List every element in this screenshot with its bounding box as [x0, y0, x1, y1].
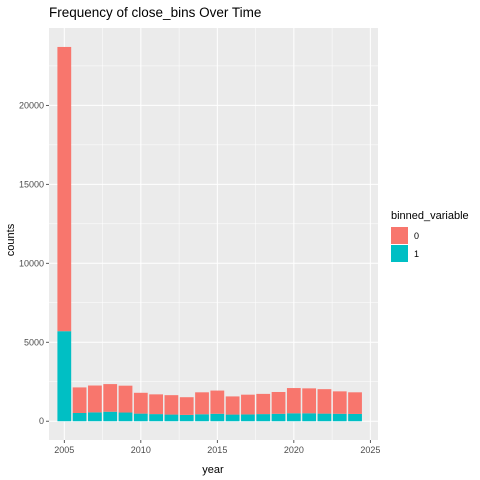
bar-segment-series-1: [57, 331, 72, 422]
bar-segment-series-1: [317, 413, 332, 422]
bar-segment-series-0: [164, 395, 179, 415]
legend-key-0: [391, 227, 408, 244]
x-tick-label: 2015: [207, 445, 227, 455]
bar-segment-series-1: [286, 413, 301, 422]
bar-segment-series-0: [57, 46, 72, 332]
bar-segment-series-0: [225, 396, 240, 415]
bar-segment-series-1: [225, 414, 240, 422]
bar-segment-series-0: [72, 387, 87, 413]
bar-segment-series-1: [195, 414, 209, 422]
legend-title: binned_variable: [391, 210, 469, 222]
y-tick-label: 5000: [24, 337, 44, 347]
bar-segment-series-1: [88, 412, 102, 422]
bar-segment-series-0: [302, 388, 317, 414]
y-tick-label: 15000: [19, 179, 44, 189]
bar-segment-series-1: [149, 414, 164, 422]
legend-key-1: [391, 245, 408, 262]
bar-segment-series-0: [286, 388, 301, 414]
bar-segment-series-1: [256, 414, 271, 422]
x-tick-label: 2025: [360, 445, 380, 455]
minor-gridlines: [49, 28, 378, 440]
bar-segment-series-0: [118, 385, 133, 413]
bar-segment-series-1: [302, 413, 317, 422]
legend: binned_variable 0 1: [391, 210, 469, 262]
chart-title: Frequency of close_bins Over Time: [49, 5, 261, 20]
bar-segment-series-1: [118, 412, 133, 422]
bar-segment-series-0: [317, 389, 332, 414]
y-tick-label: 10000: [19, 258, 44, 268]
bar-segment-series-0: [88, 385, 102, 413]
bars: [57, 46, 362, 422]
x-tick-label: 2010: [131, 445, 151, 455]
x-axis-title: year: [202, 464, 224, 476]
x-axis: 2005 2010 2015 2020 2025: [54, 440, 380, 455]
bar-segment-series-0: [348, 392, 362, 414]
bar-segment-series-1: [210, 413, 225, 422]
bar-segment-series-0: [256, 393, 271, 415]
bar-segment-series-1: [103, 411, 118, 422]
bar-segment-series-0: [179, 397, 194, 415]
major-gridlines: [49, 28, 378, 440]
legend-label: 1: [414, 249, 419, 259]
plot-panel: [49, 28, 378, 440]
y-axis: 0 5000 10000 15000 20000: [19, 100, 49, 426]
bar-segment-series-1: [72, 412, 87, 422]
bar-segment-series-1: [164, 414, 179, 422]
x-tick-label: 2005: [54, 445, 74, 455]
bar-segment-series-1: [332, 413, 347, 422]
bar-segment-series-0: [103, 384, 118, 412]
bar-segment-series-1: [348, 413, 362, 422]
bar-segment-series-0: [149, 394, 164, 415]
bar-segment-series-1: [241, 414, 255, 422]
y-tick-label: 0: [39, 416, 44, 426]
legend-label: 0: [414, 231, 419, 241]
bar-segment-series-0: [210, 390, 225, 414]
bar-segment-series-0: [195, 392, 209, 415]
bar-segment-series-1: [271, 413, 286, 422]
bar-segment-series-0: [332, 391, 347, 414]
x-tick-label: 2020: [284, 445, 304, 455]
y-tick-label: 20000: [19, 100, 44, 110]
bar-segment-series-1: [133, 413, 148, 422]
y-axis-title: counts: [5, 223, 17, 256]
bar-segment-series-0: [241, 394, 255, 415]
bar-segment-series-1: [179, 414, 194, 422]
bar-segment-series-0: [133, 392, 148, 414]
bar-segment-series-0: [271, 391, 286, 414]
